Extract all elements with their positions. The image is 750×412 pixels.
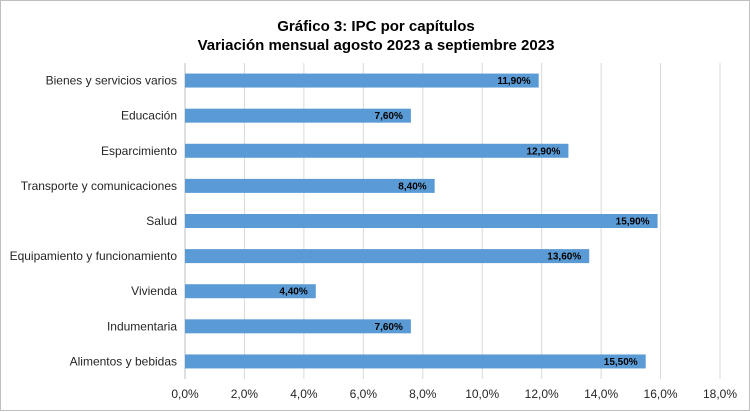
x-tick-label: 6,0% <box>350 387 378 401</box>
bar <box>185 249 590 264</box>
category-label: Alimentos y bebidas <box>70 354 177 368</box>
category-labels: Bienes y servicios varios Educación Esparc… <box>10 74 178 369</box>
data-label: 12,90% <box>526 146 560 157</box>
category-label: Esparcimiento <box>101 144 177 158</box>
bar <box>185 214 658 228</box>
x-tick-labels: 0,0% 2,0% 4,0% 6,0% 8,0% 10,0% 12,0% 14,0% 16,0%… <box>171 387 737 401</box>
data-label: 13,60% <box>547 252 581 263</box>
bars <box>185 73 658 369</box>
bar <box>185 354 646 369</box>
bar <box>185 284 316 299</box>
data-label: 7,60% <box>375 322 403 333</box>
category-label: Bienes y servicios varios <box>46 74 177 88</box>
x-tick-label: 8,0% <box>409 387 437 401</box>
x-tick-label: 14,0% <box>584 387 618 401</box>
bar <box>185 178 435 193</box>
x-tick-label: 2,0% <box>231 387 259 401</box>
x-tick-label: 18,0% <box>703 387 737 401</box>
chart-subtitle: Variación mensual agosto 2023 a septiemb… <box>198 37 555 54</box>
x-tick-label: 10,0% <box>465 387 499 401</box>
category-label: Vivienda <box>131 284 177 298</box>
x-tick-label: 4,0% <box>290 387 318 401</box>
data-label: 7,60% <box>375 111 403 122</box>
bar <box>185 73 539 88</box>
chart-title: Gráfico 3: IPC por capítulos <box>277 18 475 35</box>
bar <box>185 108 411 123</box>
x-tick-label: 16,0% <box>644 387 678 401</box>
category-label: Educación <box>121 109 177 123</box>
category-label: Transporte y comunicaciones <box>21 179 177 193</box>
x-tick-label: 12,0% <box>525 387 559 401</box>
data-labels: 11,90% 7,60% 12,90% 8,40% 15,90% 13,60% 4,40% 7… <box>279 76 649 368</box>
category-label: Salud <box>146 214 177 228</box>
data-label: 15,90% <box>616 217 650 228</box>
data-label: 4,40% <box>279 287 307 298</box>
category-label: Indumentaria <box>107 319 177 333</box>
category-label: Equipamiento y funcionamiento <box>10 249 178 263</box>
bar <box>185 319 411 334</box>
data-label: 8,40% <box>398 181 426 192</box>
data-label: 15,50% <box>604 357 638 368</box>
data-label: 11,90% <box>497 76 530 87</box>
bar <box>185 143 569 158</box>
x-tick-label: 0,0% <box>171 387 199 401</box>
